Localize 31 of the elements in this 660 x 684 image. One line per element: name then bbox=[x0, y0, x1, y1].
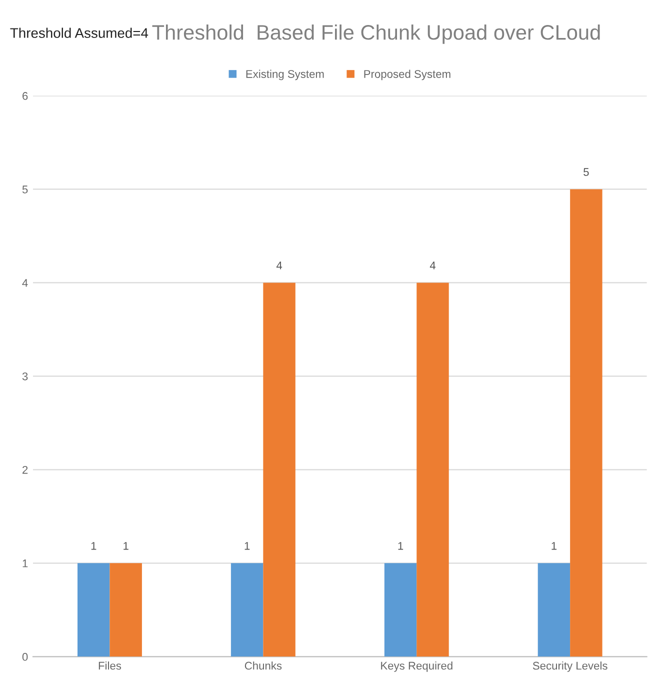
y-tick-label: 0 bbox=[22, 652, 28, 661]
y-tick-label: 3 bbox=[22, 372, 28, 380]
bar bbox=[570, 189, 602, 657]
x-tick-label: Chunks bbox=[244, 662, 282, 670]
bar bbox=[384, 563, 417, 657]
text: Threshold Assumed=4 bbox=[10, 28, 148, 38]
x-tick-label: Files bbox=[98, 662, 122, 670]
data-label: 1 bbox=[552, 542, 557, 550]
data-label: 1 bbox=[398, 542, 404, 550]
data-label: 1 bbox=[124, 542, 128, 550]
y-tick-label: 1 bbox=[22, 560, 28, 568]
x-tick-label: Keys Required bbox=[381, 662, 452, 672]
bar bbox=[230, 563, 264, 657]
legend-label: Existing System bbox=[246, 70, 324, 80]
y-tick-label: 4 bbox=[22, 279, 28, 287]
bar bbox=[263, 282, 296, 657]
data-label: 4 bbox=[430, 262, 436, 270]
x-tick-label: Security Levels bbox=[532, 662, 608, 672]
y-tick-label: 6 bbox=[22, 92, 28, 100]
chart-title: Threshold Based File Chunk Upoad over CLoud bbox=[152, 24, 600, 44]
y-tick-label: 5 bbox=[22, 186, 28, 194]
bar bbox=[416, 282, 449, 657]
bar bbox=[538, 563, 570, 657]
bar bbox=[78, 563, 110, 657]
data-label: 4 bbox=[276, 262, 282, 270]
data-label: 1 bbox=[244, 542, 250, 550]
legend-label: Proposed System bbox=[364, 70, 450, 80]
bar bbox=[110, 563, 142, 657]
data-label: 5 bbox=[584, 168, 589, 176]
y-tick-label: 2 bbox=[22, 466, 28, 474]
data-label: 1 bbox=[91, 542, 96, 550]
